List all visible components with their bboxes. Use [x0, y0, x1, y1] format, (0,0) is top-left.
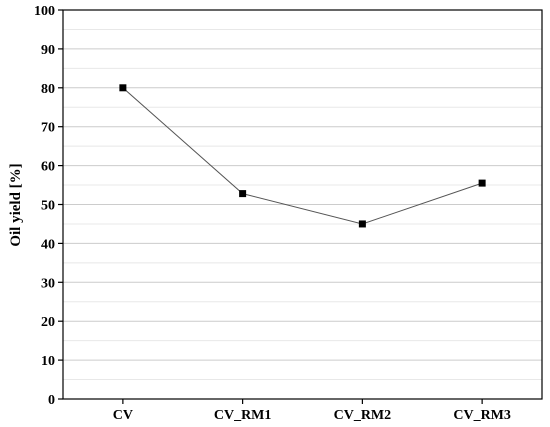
tick-labels: 0 10 20 30 40 50 60 70 80 90 100 CV CV_RM1 CV_RM2 CV_R…	[34, 4, 511, 423]
series-line	[122, 87, 483, 225]
y-tick-label: 10	[41, 354, 55, 369]
axes	[58, 9, 543, 404]
data-point	[239, 190, 247, 198]
y-tick-label: 30	[41, 276, 55, 291]
y-tick-label: 80	[41, 82, 55, 97]
y-tick-label: 70	[41, 121, 55, 136]
y-tick-label: 90	[41, 43, 55, 58]
y-tick-label: 0	[48, 393, 55, 408]
y-axis-title: Oil yield [%]	[8, 163, 24, 246]
y-tick-label: 20	[41, 315, 55, 330]
grid	[63, 28, 542, 381]
data-point	[478, 179, 486, 187]
data-point	[119, 84, 127, 92]
y-tick-label: 100	[34, 4, 55, 19]
data-line	[122, 87, 483, 225]
x-tick-label: CV_RM1	[214, 408, 272, 423]
data-point	[358, 220, 366, 228]
y-tick-label: 50	[41, 199, 55, 214]
x-tick-label: CV_RM3	[453, 408, 511, 423]
y-tick-label: 40	[41, 237, 55, 252]
x-tick-label: CV	[113, 408, 133, 423]
series-markers	[119, 84, 486, 228]
x-tick-label: CV_RM2	[334, 408, 392, 423]
y-tick-label: 60	[41, 160, 55, 175]
